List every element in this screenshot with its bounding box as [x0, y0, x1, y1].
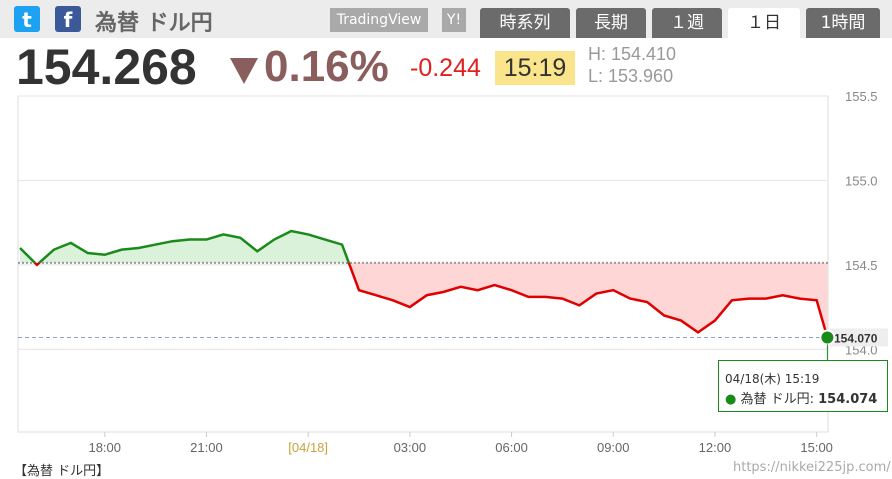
y-tick-label: 154.5	[845, 258, 878, 273]
last-point	[819, 329, 836, 346]
footer-label: 【為替 ドル円】	[14, 464, 110, 479]
price: 154.268	[16, 39, 197, 95]
down-arrow	[230, 58, 258, 84]
line	[19, 229, 351, 263]
area-down	[34, 262, 828, 338]
twitter-icon[interactable]: t	[14, 6, 40, 32]
tab[interactable]: 時系列	[480, 8, 570, 38]
x-tick-label: 03:00	[394, 440, 427, 455]
tab[interactable]: １週	[652, 8, 722, 38]
low: L: 153.960	[588, 66, 674, 86]
line	[33, 262, 829, 338]
footer-url: https://nikkei225jp.com/	[733, 460, 891, 475]
last-price-label: 154.070	[834, 331, 878, 345]
button[interactable]: TradingView	[330, 8, 428, 32]
high: H: 154.410	[588, 44, 677, 64]
y-tick-label: 155.0	[845, 173, 878, 188]
area-up	[20, 231, 828, 263]
x-tick-label: 06:00	[495, 440, 528, 455]
tooltip-time: 04/18(木) 15:19	[725, 372, 820, 386]
x-tick-label: 09:00	[597, 440, 630, 455]
last-price-box	[830, 328, 888, 347]
change: -0.244	[410, 54, 481, 82]
y-tick-label: 155.5	[845, 89, 878, 104]
change-percent: 0.16%	[264, 42, 389, 91]
x-tick-label: 21:00	[190, 440, 223, 455]
facebook-icon[interactable]: f	[55, 6, 81, 32]
button[interactable]: Y!	[442, 8, 466, 32]
tooltip: 04/18(木) 15:19 ● 為替 ドル円: 154.074	[718, 360, 888, 412]
x-tick-label: 15:00	[800, 440, 833, 455]
x-tick-label: [04/18]	[288, 440, 328, 455]
tooltip-row: ● 為替 ドル円: 154.074	[725, 392, 878, 407]
title: 為替 ドル円	[95, 11, 213, 36]
time: 15:19	[495, 51, 575, 85]
tooltip-value: 154.074	[818, 392, 878, 407]
tab[interactable]: １日	[728, 8, 800, 38]
tooltip-series: 為替 ドル円:	[740, 392, 814, 407]
tab[interactable]: 長期	[576, 8, 646, 38]
tab[interactable]: 1時間	[806, 8, 880, 38]
x-tick-label: 12:00	[699, 440, 732, 455]
x-tick-label: 18:00	[88, 440, 121, 455]
